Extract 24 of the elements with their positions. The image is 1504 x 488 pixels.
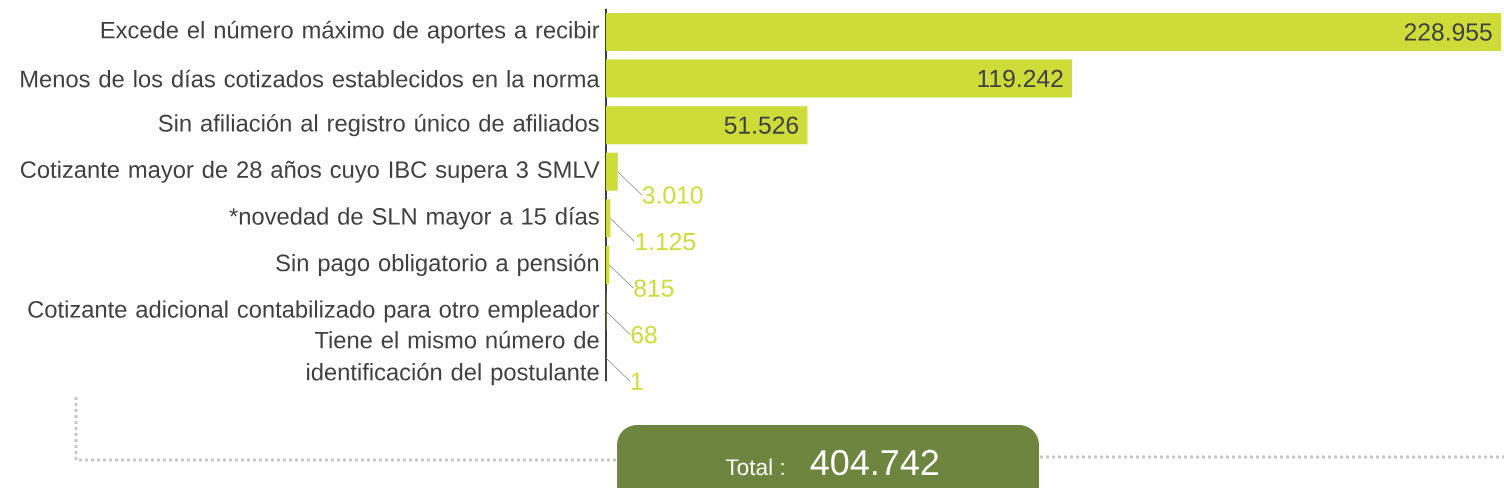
y-tick-label: Excede el número máximo de aportes a recibir [101, 20, 600, 44]
data-label: 228.955 [1404, 23, 1492, 41]
y-tick-label: Cotizante adicional contabilizado para otro empleador [28, 300, 600, 323]
data-label: 1.125 [636, 232, 696, 251]
y-tick-label: Cotizante mayor de 28 años cuyo IBC supera 3 SMLV [20, 160, 600, 183]
y-tick-label: Menos de los días cotizados establecidos en la norma [21, 69, 600, 88]
y-tick-label: Sin pago obligatorio a pensión [276, 253, 599, 277]
data-label: 119.242 [978, 69, 1063, 88]
y-tick-label: Tiene el mismo número de identificación del postulante [307, 330, 599, 386]
bar [606, 12, 1501, 51]
y-tick-label: *novedad de SLN mayor a 15 días [229, 207, 599, 230]
data-label: 3.010 [642, 186, 703, 204]
bar [606, 59, 1073, 98]
text: Total : [725, 458, 784, 476]
y-tick-label: Sin afiliación al registro único de afiliados [158, 113, 599, 137]
bar [606, 106, 808, 145]
data-label: 1 [631, 372, 643, 390]
bar [606, 152, 618, 191]
data-label: 51.526 [724, 116, 799, 134]
bar [606, 199, 611, 238]
text: 404.742 [810, 449, 939, 476]
data-label: 815 [634, 279, 674, 297]
bar [606, 245, 610, 284]
data-label: 68 [631, 325, 657, 344]
